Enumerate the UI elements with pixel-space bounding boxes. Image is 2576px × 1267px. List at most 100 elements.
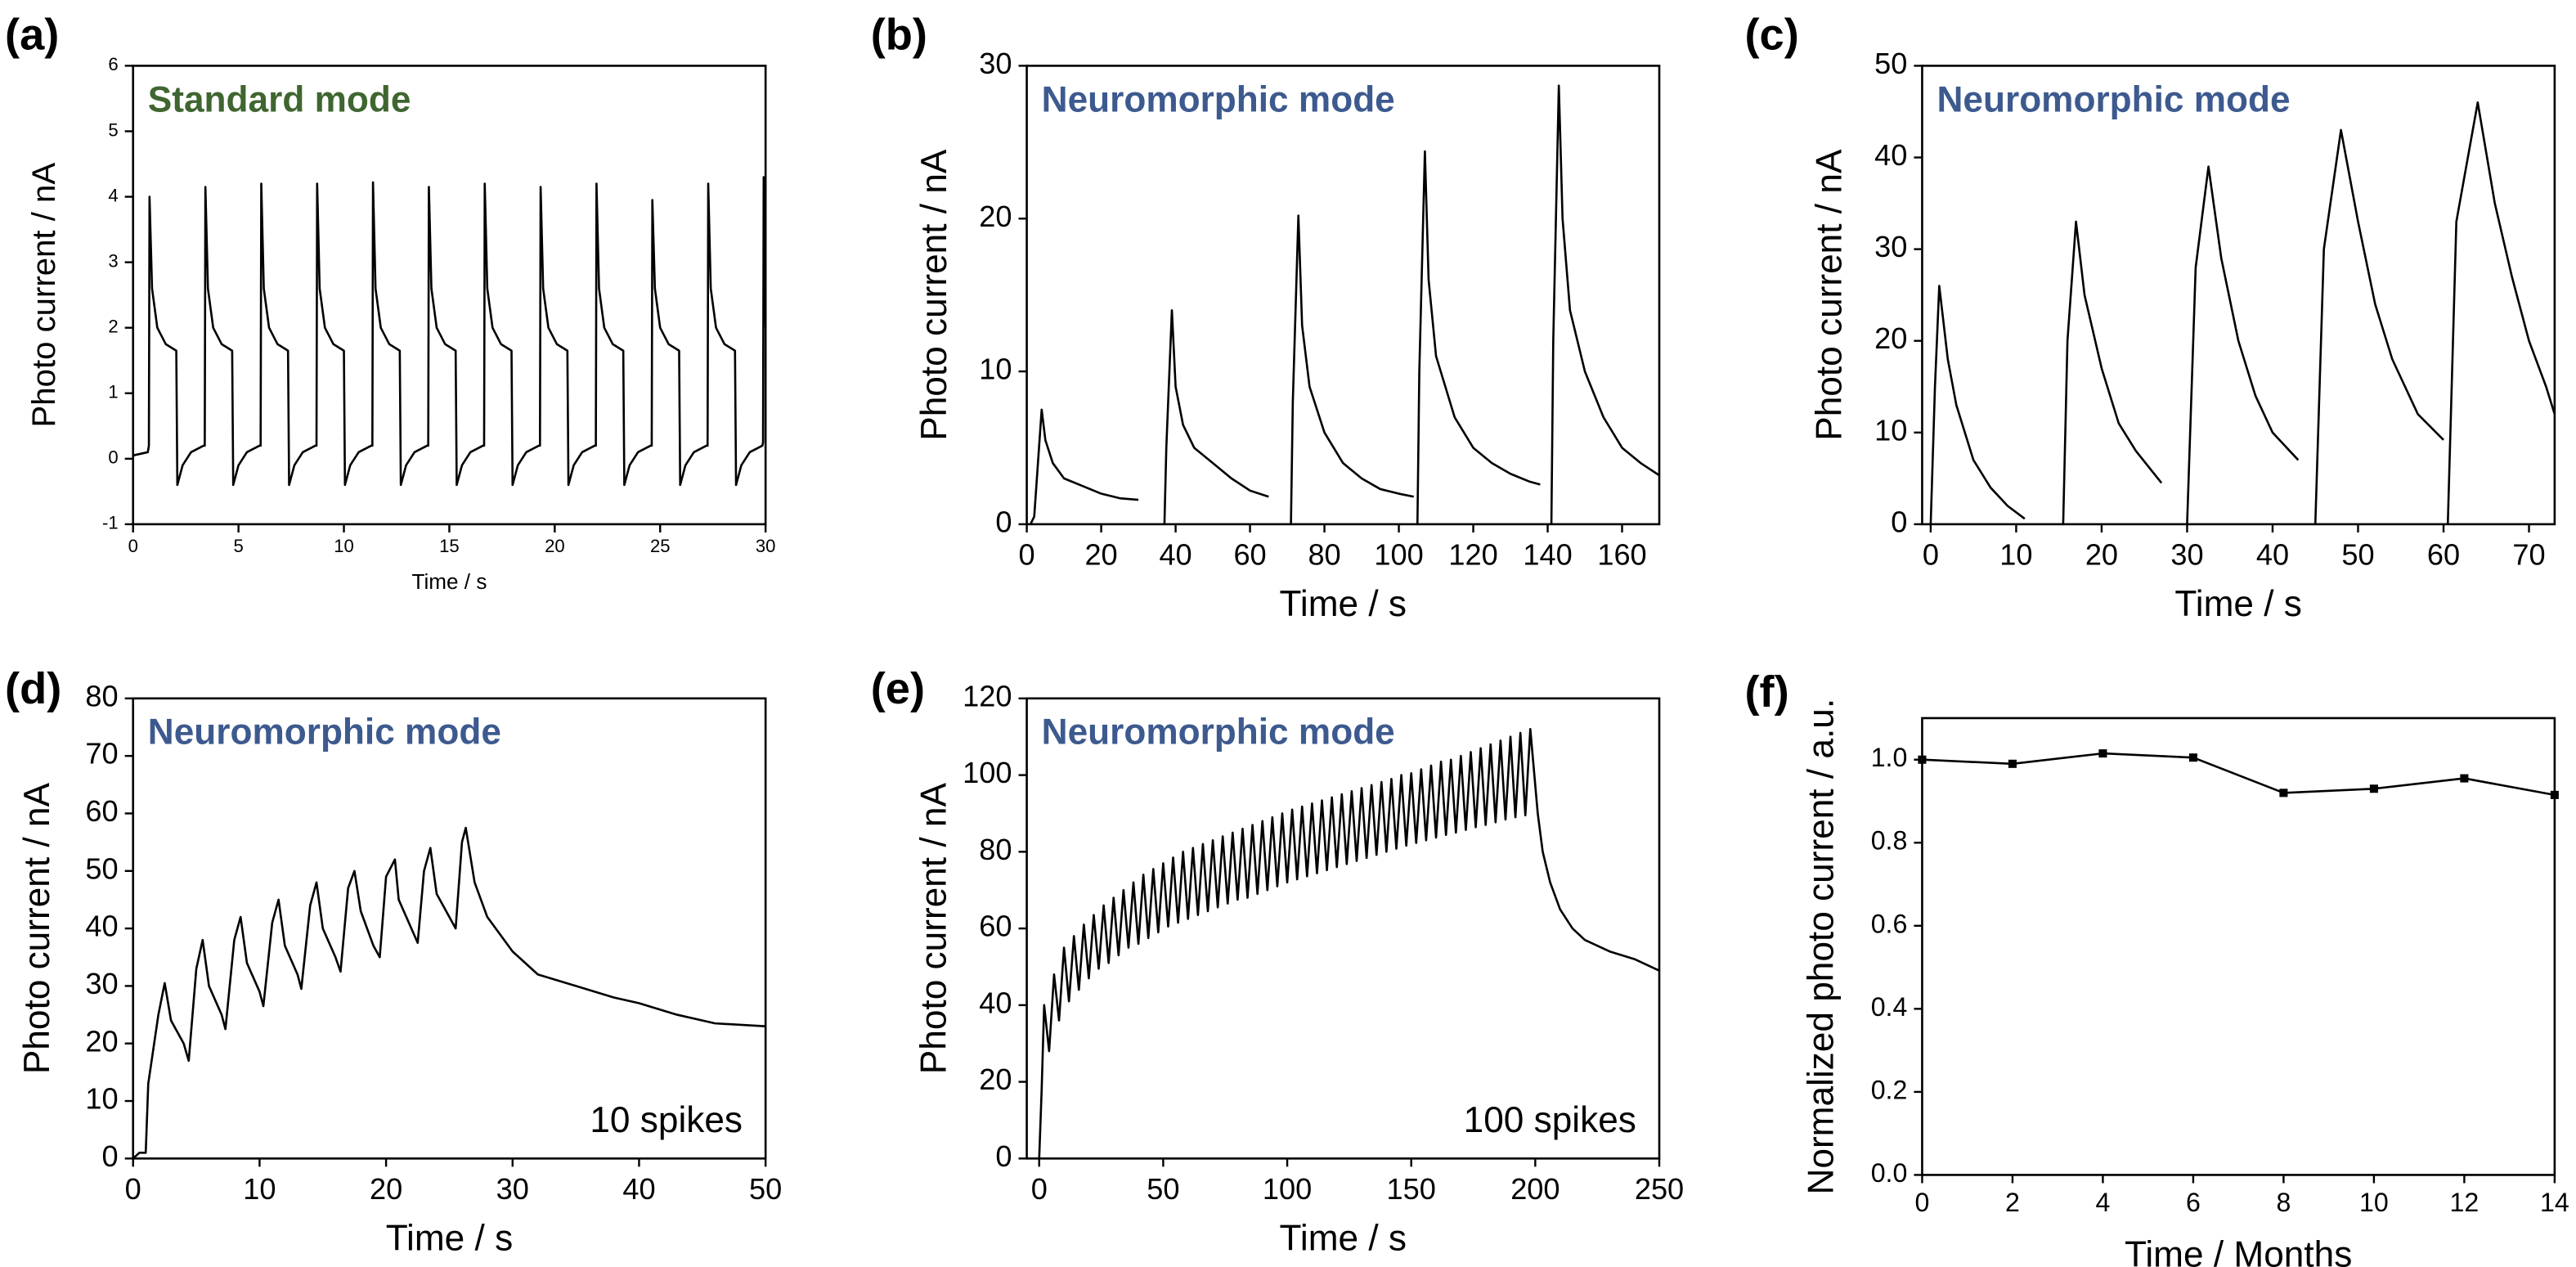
y-tick-label: 0	[995, 505, 1012, 538]
y-axis-label: Photo current / nA	[914, 149, 954, 441]
x-tick-label: 30	[756, 536, 776, 556]
spike-note: 100 spikes	[1464, 1100, 1636, 1140]
data-marker	[2369, 784, 2378, 793]
x-tick-label: 30	[496, 1172, 529, 1206]
x-tick-label: 50	[1147, 1172, 1179, 1206]
x-tick-label: 150	[1387, 1172, 1436, 1206]
panel-label: (f)	[1744, 667, 1788, 717]
mode-annotation: Neuromorphic mode	[148, 712, 501, 753]
x-tick-label: 0	[1031, 1172, 1048, 1206]
x-tick-label: 20	[2085, 538, 2118, 572]
data-line	[1029, 84, 1660, 525]
data-line	[132, 176, 767, 487]
panel-label: (a)	[5, 10, 59, 59]
panel-label: (b)	[871, 10, 927, 59]
x-tick-label: 10	[1999, 538, 2032, 572]
x-tick-label: 200	[1510, 1172, 1560, 1206]
y-tick-label: 30	[1874, 230, 1907, 263]
y-tick-label: 10	[979, 353, 1012, 386]
x-axis-label: Time / Months	[2125, 1235, 2352, 1267]
data-marker	[2279, 789, 2288, 797]
panel-label: (c)	[1744, 10, 1798, 59]
x-tick-label: 8	[2276, 1188, 2291, 1217]
y-tick-label: 120	[963, 679, 1012, 712]
y-axis-label: Photo current / nA	[17, 782, 57, 1074]
x-tick-label: 0	[128, 536, 138, 556]
x-tick-label: 10	[243, 1172, 276, 1206]
y-tick-label: 5	[108, 119, 118, 140]
x-tick-label: 160	[1597, 538, 1646, 572]
x-tick-label: 120	[1448, 538, 1497, 572]
y-axis-label: Photo current / nA	[914, 782, 954, 1074]
x-tick-label: 0	[1915, 1188, 1930, 1217]
plot-frame	[1921, 65, 2556, 526]
x-axis-label: Time / s	[1280, 1218, 1407, 1258]
y-tick-label: 0	[1891, 505, 1907, 538]
y-tick-label: 1	[108, 382, 118, 402]
data-line	[1038, 728, 1660, 1159]
data-line	[1929, 101, 2556, 524]
y-tick-label: 20	[979, 1063, 1012, 1096]
y-tick-label: 80	[85, 679, 118, 712]
plot-frame	[132, 65, 767, 526]
x-axis-label: Time / s	[2174, 584, 2301, 624]
x-tick-label: 40	[1159, 538, 1192, 572]
y-tick-label: 80	[979, 833, 1012, 866]
x-tick-label: 20	[1084, 538, 1117, 572]
y-tick-label: 20	[979, 200, 1012, 233]
x-tick-label: 40	[622, 1172, 655, 1206]
y-tick-label: 0	[995, 1139, 1012, 1173]
x-tick-label: 100	[1263, 1172, 1312, 1206]
plot-frame	[1921, 717, 2556, 1176]
x-tick-label: 70	[2512, 538, 2545, 572]
x-tick-label: 140	[1523, 538, 1572, 572]
y-tick-label: 10	[1874, 413, 1907, 447]
data-line	[132, 826, 766, 1160]
x-tick-label: 20	[370, 1172, 402, 1206]
x-axis-label: Time / s	[412, 569, 487, 594]
x-tick-label: 10	[2359, 1188, 2389, 1217]
y-tick-label: 0.0	[1871, 1158, 1908, 1188]
panel-label: (d)	[5, 664, 61, 713]
y-tick-label: 2	[108, 317, 118, 337]
data-marker	[2098, 749, 2107, 758]
x-tick-label: 30	[2170, 538, 2203, 572]
y-axis-label: Photo current / nA	[25, 163, 62, 428]
data-marker	[2550, 790, 2559, 799]
y-tick-label: 50	[85, 851, 118, 885]
y-tick-label: 40	[1874, 138, 1907, 172]
y-tick-label: 3	[108, 250, 118, 271]
x-tick-label: 80	[1308, 538, 1340, 572]
y-tick-label: 0	[108, 447, 118, 468]
x-tick-label: 4	[2095, 1188, 2110, 1217]
x-tick-label: 15	[439, 536, 460, 556]
x-axis-label: Time / s	[386, 1218, 513, 1258]
x-tick-label: 14	[2540, 1188, 2569, 1217]
data-marker	[2460, 774, 2469, 783]
x-tick-label: 10	[334, 536, 354, 556]
x-tick-label: 50	[2341, 538, 2374, 572]
y-tick-label: 40	[979, 986, 1012, 1019]
x-tick-label: 5	[233, 536, 243, 556]
y-tick-label: 0.6	[1871, 909, 1908, 938]
data-marker	[2008, 759, 2017, 768]
y-tick-label: 10	[85, 1082, 118, 1116]
x-tick-label: 250	[1635, 1172, 1684, 1206]
y-tick-label: 50	[1874, 47, 1907, 80]
x-tick-label: 0	[1923, 538, 1939, 572]
data-marker	[2188, 753, 2197, 762]
y-tick-label: 20	[85, 1024, 118, 1058]
mode-annotation: Neuromorphic mode	[1042, 79, 1395, 119]
y-tick-label: 0.2	[1871, 1075, 1908, 1104]
data-marker	[1918, 755, 1927, 764]
x-tick-label: 60	[2427, 538, 2460, 572]
x-tick-label: 100	[1374, 538, 1423, 572]
x-tick-label: 20	[545, 536, 565, 556]
y-tick-label: 6	[108, 54, 118, 74]
y-tick-label: 0.4	[1871, 992, 1908, 1022]
x-tick-label: 50	[749, 1172, 782, 1206]
y-tick-label: 4	[108, 185, 118, 205]
y-tick-label: 30	[85, 967, 118, 1000]
x-tick-label: 2	[2005, 1188, 2020, 1217]
